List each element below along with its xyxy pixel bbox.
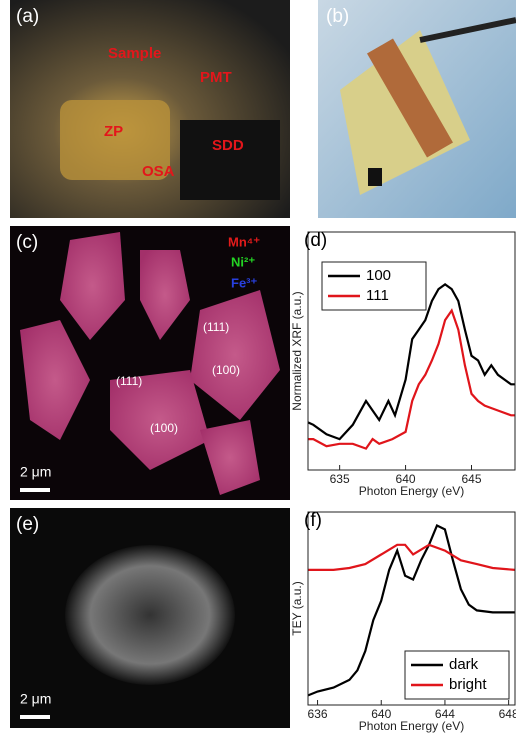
series-line <box>308 311 515 449</box>
panel-label: (c) <box>16 232 38 253</box>
scale-bar-label: 2 μm <box>20 464 51 480</box>
panel-label: (b) <box>326 6 349 27</box>
panel-label: (f) <box>304 510 322 531</box>
scale-bar-label: 2 μm <box>20 691 51 707</box>
x-tick-label: 648 <box>499 707 516 721</box>
legend-label: 111 <box>366 287 389 304</box>
annotation: SDD <box>212 137 244 154</box>
series-line <box>308 545 515 570</box>
photo-a: (a) Sample PMT ZP OSA SDD <box>10 0 290 218</box>
annotation: ZP <box>104 123 123 140</box>
x-axis-label: Photon Energy (eV) <box>359 484 464 498</box>
annotation: (100) <box>150 421 178 435</box>
map-c: (c) Mn⁴⁺ Ni²⁺ Fe³⁺ (111) (100) (111) (10… <box>10 226 290 500</box>
annotation: PMT <box>200 69 232 86</box>
legend-label: Ni²⁺ <box>231 254 255 269</box>
annotation: (100) <box>212 363 240 377</box>
annotation: OSA <box>142 163 175 180</box>
annotation: (111) <box>203 320 229 334</box>
legend-label: 100 <box>366 267 391 284</box>
legend-label: dark <box>449 656 479 673</box>
panel-label: (d) <box>304 230 327 251</box>
x-tick-label: 636 <box>308 707 328 721</box>
panel-label: (a) <box>16 6 39 27</box>
annotation: (111) <box>116 374 142 388</box>
x-tick-label: 635 <box>330 472 350 486</box>
photo-b: (b) <box>318 0 516 218</box>
legend-label: Mn⁴⁺ <box>228 234 260 249</box>
y-axis-label: Normalized XRF (a.u.) <box>290 291 304 410</box>
annotation: Sample <box>108 45 161 62</box>
y-axis-label: TEY (a.u.) <box>290 581 304 635</box>
image-e: (e) 2 μm <box>10 508 290 728</box>
figure: (a) Sample PMT ZP OSA SDD (b) (c) Mn⁴⁺ N… <box>0 0 516 746</box>
panel-label: (e) <box>16 514 39 535</box>
legend-label: Fe³⁺ <box>231 275 258 290</box>
legend-label: bright <box>449 676 487 693</box>
x-tick-label: 645 <box>461 472 481 486</box>
x-axis-label: Photon Energy (eV) <box>359 719 464 733</box>
